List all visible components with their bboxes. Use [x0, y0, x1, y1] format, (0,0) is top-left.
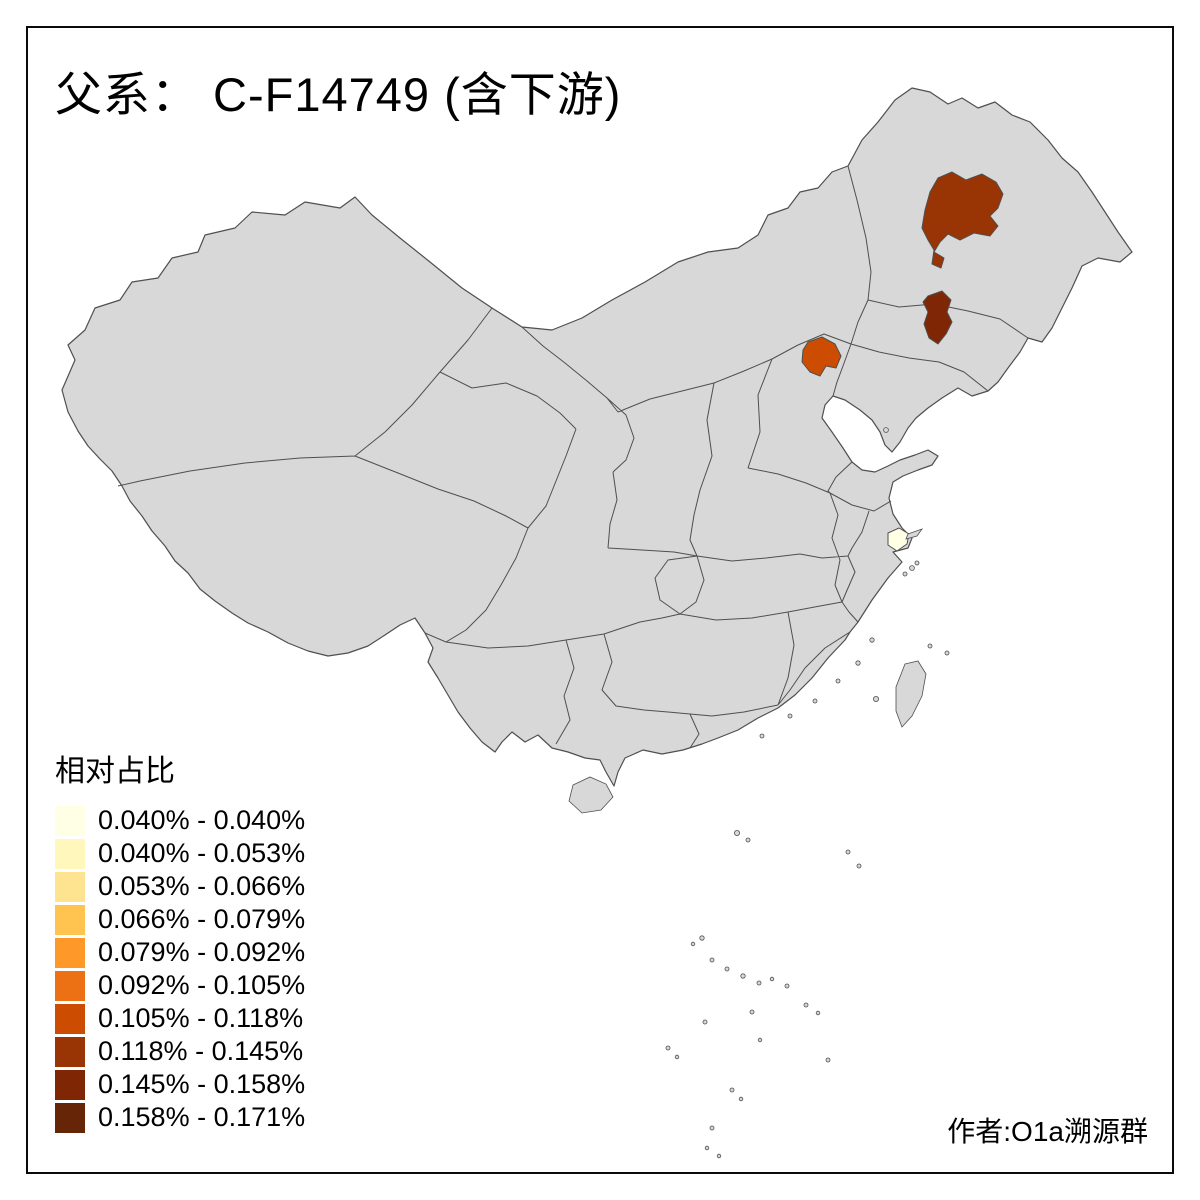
map-region-jilin [922, 290, 953, 345]
hainan-island [568, 776, 614, 814]
legend-row: 0.053% - 0.066% [55, 870, 305, 903]
map-title: 父系： C-F14749 (含下游) [55, 68, 622, 121]
legend-swatch [55, 871, 85, 902]
legend-row: 0.105% - 0.118% [55, 1002, 305, 1035]
legend-label: 0.158% - 0.171% [98, 1102, 306, 1132]
legend-swatch [55, 1069, 85, 1100]
map-region-heilongjiang-harbin [921, 171, 1004, 269]
island-group [568, 427, 950, 1159]
legend-row: 0.066% - 0.079% [55, 903, 305, 936]
south-china-sea-islets [665, 830, 862, 1159]
attribution-text: 作者:O1a溯源群 [947, 1116, 1148, 1147]
legend-swatch [55, 904, 85, 935]
legend-label: 0.145% - 0.158% [98, 1069, 306, 1099]
legend-row: 0.092% - 0.105% [55, 969, 305, 1002]
legend-label: 0.079% - 0.092% [98, 937, 306, 967]
legend-label: 0.040% - 0.040% [98, 805, 306, 835]
legend-swatch [55, 805, 85, 836]
legend-label: 0.118% - 0.145% [98, 1036, 304, 1066]
legend-swatch [55, 937, 85, 968]
legend-label: 0.053% - 0.066% [98, 871, 306, 901]
legend-title: 相对占比 [55, 755, 175, 788]
map-region-shanghai [887, 527, 910, 552]
legend-row: 0.118% - 0.145% [55, 1035, 305, 1068]
legend-label: 0.040% - 0.053% [98, 838, 306, 868]
taiwan-island [895, 660, 927, 728]
legend-label: 0.105% - 0.118% [98, 1003, 304, 1033]
legend-swatch [55, 970, 85, 1001]
legend-row: 0.145% - 0.158% [55, 1068, 305, 1101]
legend-label: 0.092% - 0.105% [98, 970, 306, 1000]
map-region-beijing [801, 336, 842, 377]
coastal-islets [759, 427, 950, 739]
chongming-island [905, 528, 924, 540]
province-borders [117, 165, 1029, 749]
legend-row: 0.040% - 0.040% [55, 804, 305, 837]
legend-swatch [55, 1003, 85, 1034]
legend-swatch [55, 1102, 85, 1133]
legend-row: 0.079% - 0.092% [55, 936, 305, 969]
legend-swatch [55, 838, 85, 869]
legend: 相对占比 0.040% - 0.040% 0.040% - 0.053% 0.0… [55, 746, 305, 1134]
legend-row: 0.040% - 0.053% [55, 837, 305, 870]
china-mainland-shape [61, 87, 1133, 787]
legend-label: 0.066% - 0.079% [98, 904, 306, 934]
legend-swatch [55, 1036, 85, 1067]
legend-row: 0.158% - 0.171% [55, 1101, 305, 1134]
